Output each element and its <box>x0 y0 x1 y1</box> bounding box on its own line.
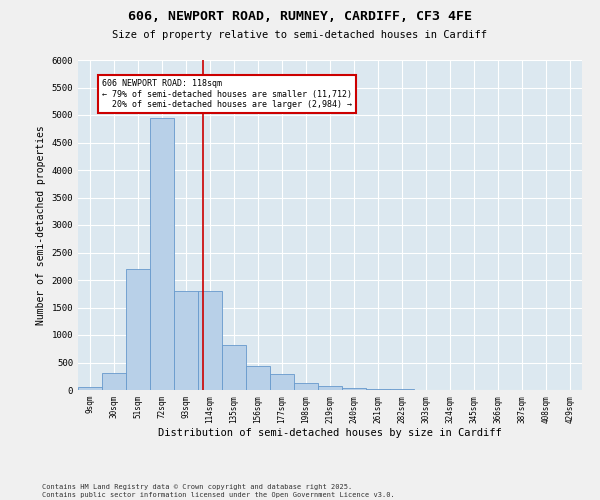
X-axis label: Distribution of semi-detached houses by size in Cardiff: Distribution of semi-detached houses by … <box>158 428 502 438</box>
Text: 606, NEWPORT ROAD, RUMNEY, CARDIFF, CF3 4FE: 606, NEWPORT ROAD, RUMNEY, CARDIFF, CF3 … <box>128 10 472 23</box>
Y-axis label: Number of semi-detached properties: Number of semi-detached properties <box>36 125 46 325</box>
Bar <box>295 383 317 390</box>
Bar <box>151 118 173 390</box>
Bar <box>271 374 293 390</box>
Bar <box>247 366 269 390</box>
Bar <box>127 269 149 390</box>
Bar <box>319 386 341 390</box>
Bar <box>343 388 365 390</box>
Bar <box>79 387 101 390</box>
Text: 606 NEWPORT ROAD: 118sqm
← 79% of semi-detached houses are smaller (11,712)
  20: 606 NEWPORT ROAD: 118sqm ← 79% of semi-d… <box>102 79 352 109</box>
Bar <box>103 373 125 390</box>
Bar <box>175 291 197 390</box>
Text: Size of property relative to semi-detached houses in Cardiff: Size of property relative to semi-detach… <box>113 30 487 40</box>
Text: Contains HM Land Registry data © Crown copyright and database right 2025.
Contai: Contains HM Land Registry data © Crown c… <box>42 484 395 498</box>
Bar <box>199 291 221 390</box>
Bar <box>367 388 389 390</box>
Bar <box>223 345 245 390</box>
